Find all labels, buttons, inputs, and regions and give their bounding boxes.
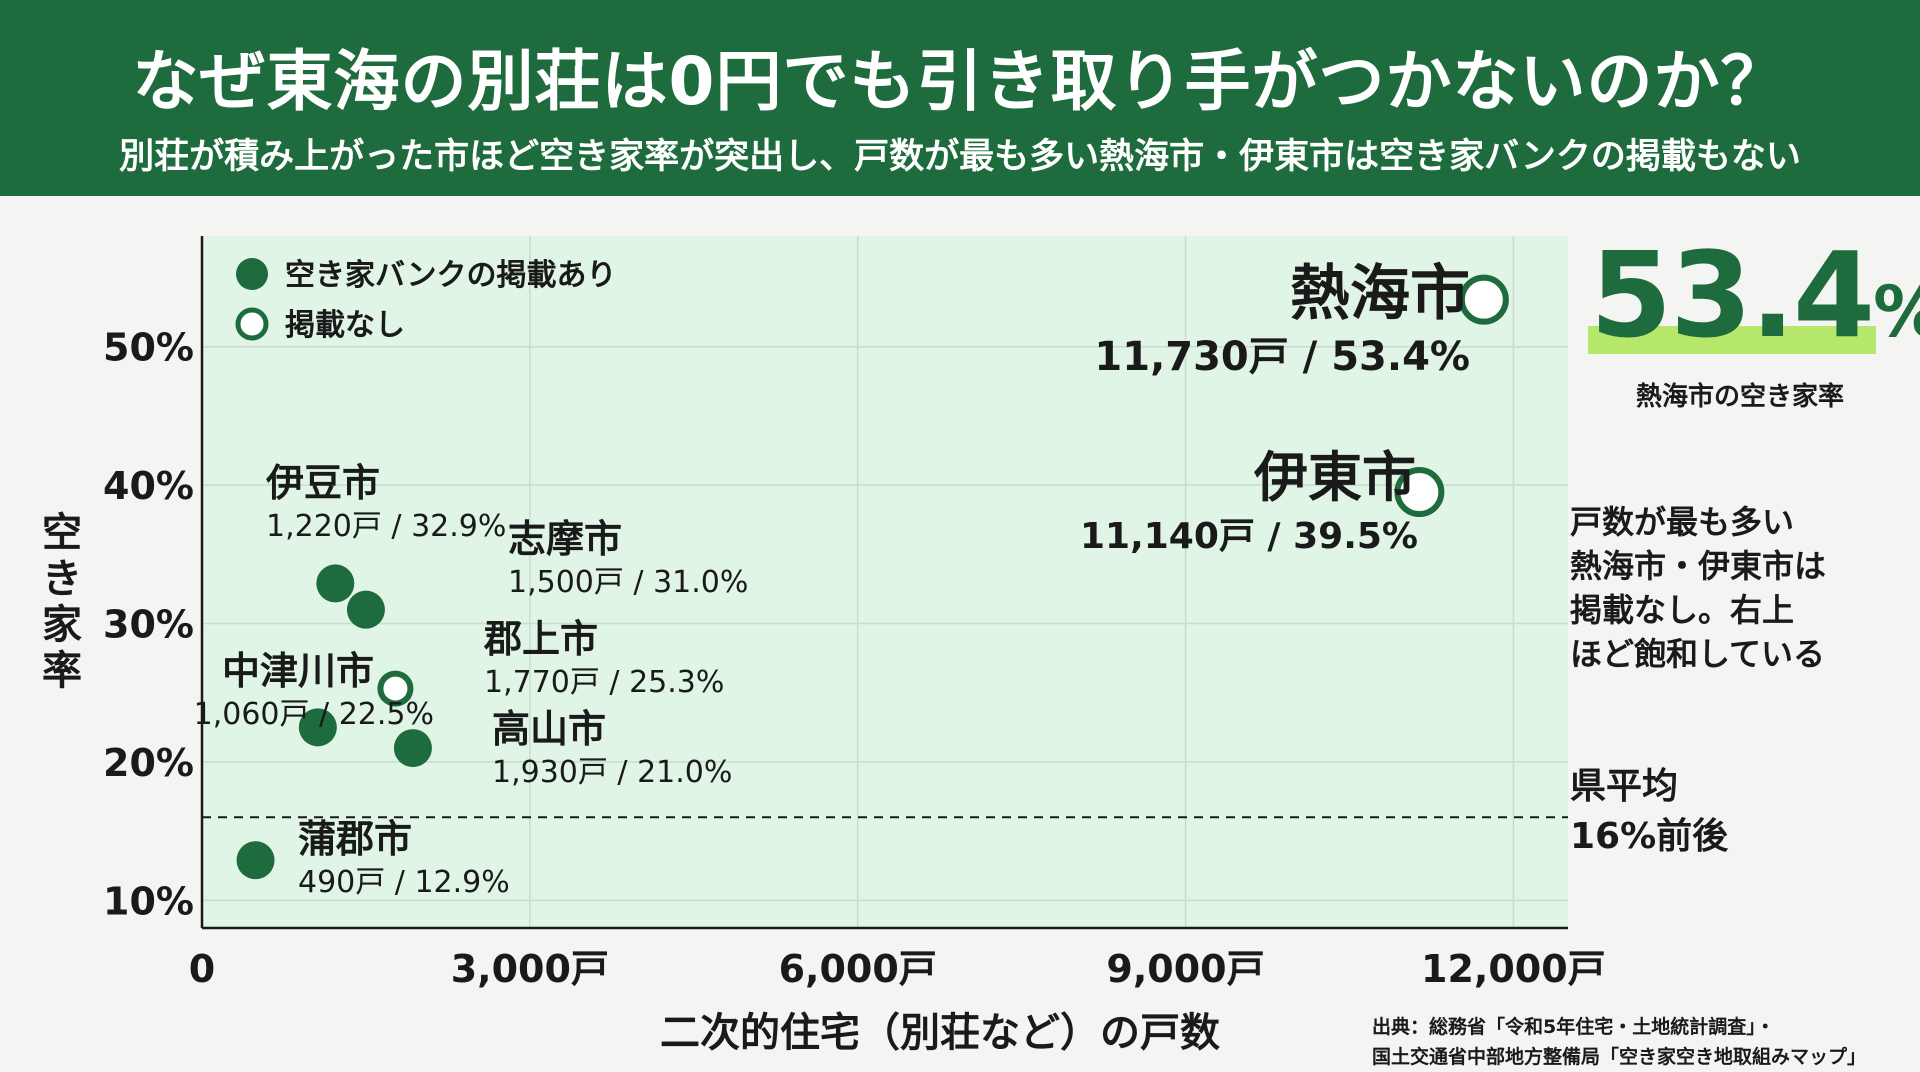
y-tick-label: 20% xyxy=(103,741,194,785)
point-value-label: 1,930戸 / 21.0% xyxy=(492,755,732,790)
page-title: なぜ東海の別荘は0円でも引き取り手がつかないのか？ xyxy=(132,43,1788,120)
data-point xyxy=(1458,274,1509,325)
legend-label: 空き家バンクの掲載あり xyxy=(285,258,617,293)
plot-area xyxy=(202,236,1568,928)
x-tick-label: 12,000戸 xyxy=(1421,947,1606,991)
highlight-stat: 53.4% 熱海市の空き家率 xyxy=(1588,236,1920,413)
point-value-label: 1,770戸 / 25.3% xyxy=(484,665,724,700)
x-tick-label: 0 xyxy=(189,947,215,991)
header-banner: なぜ東海の別荘は0円でも引き取り手がつかないのか？ 別荘が積み上がった市ほど空き… xyxy=(0,0,1920,196)
legend-marker-hollow xyxy=(235,307,269,341)
x-tick-label: 6,000戸 xyxy=(779,947,937,991)
y-tick-label: 40% xyxy=(103,464,194,508)
data-point xyxy=(316,564,355,603)
highlight-caption: 熱海市の空き家率 xyxy=(1635,382,1844,412)
note-line-3: 掲載なし。右上 xyxy=(1570,591,1795,629)
x-tick-label: 9,000戸 xyxy=(1106,947,1264,991)
point-name-label: 郡上市 xyxy=(483,617,598,661)
annotation-note: 戸数が最も多い 熱海市・伊東市は 掲載なし。右上 ほど飽和している xyxy=(1570,500,1910,676)
page-subtitle: 別荘が積み上がった市ほど空き家率が突出し、戸数が最も多い熱海市・伊東市は空き家バ… xyxy=(119,137,1801,177)
point-name-label: 伊東市 xyxy=(1253,446,1416,509)
point-name-label: 熱海市 xyxy=(1290,259,1470,329)
point-name-label: 蒲郡市 xyxy=(298,817,412,861)
source-note: 出典：総務省「令和5年住宅・土地統計調査」・ 国土交通省中部地方整備局「空き家空… xyxy=(1372,1012,1866,1072)
highlight-unit: % xyxy=(1873,271,1920,353)
highlight-number: 53.4% xyxy=(1590,236,1920,354)
y-tick-label: 10% xyxy=(103,879,194,923)
point-value-label: 490戸 / 12.9% xyxy=(298,865,510,900)
point-value-label: 1,060戸 / 22.5% xyxy=(194,697,434,732)
source-line-2: 国土交通省中部地方整備局「空き家空き地取組みマップ」 xyxy=(1372,1046,1867,1068)
point-value-label: 1,220戸 / 32.9% xyxy=(266,509,506,544)
data-point xyxy=(1394,467,1445,518)
y-tick-label: 30% xyxy=(103,603,194,647)
data-point xyxy=(377,670,414,707)
reference-label-line-1: 県平均 xyxy=(1570,766,1679,807)
legend-marker-filled xyxy=(236,258,268,290)
highlight-value: 53.4 xyxy=(1590,226,1875,364)
data-point xyxy=(298,708,337,747)
reference-label-line-2: 16%前後 xyxy=(1570,816,1729,857)
x-tick-label: 3,000戸 xyxy=(451,947,609,991)
point-name-label: 中津川市 xyxy=(222,649,374,693)
point-value-label: 11,730戸 / 53.4% xyxy=(1094,334,1470,380)
legend-label: 掲載なし xyxy=(285,308,405,343)
point-value-label: 1,500戸 / 31.0% xyxy=(508,565,748,600)
source-line-1: 出典：総務省「令和5年住宅・土地統計調査」・ xyxy=(1372,1016,1775,1038)
point-name-label: 志摩市 xyxy=(508,517,622,561)
highlight-underline xyxy=(1588,326,1876,354)
point-name-label: 伊豆市 xyxy=(265,461,380,505)
y-tick-label: 50% xyxy=(103,326,194,370)
y-axis-label: 空き家率 xyxy=(42,510,82,694)
data-point xyxy=(236,841,275,880)
note-line-4: ほど飽和している xyxy=(1570,635,1826,673)
note-line-2: 熱海市・伊東市は xyxy=(1570,547,1827,585)
x-axis-label: 二次的住宅（別荘など）の戸数 xyxy=(660,1010,1220,1056)
reference-line-label: 県平均 16%前後 xyxy=(1570,762,1728,862)
note-line-1: 戸数が最も多い xyxy=(1570,503,1795,541)
point-value-label: 11,140戸 / 39.5% xyxy=(1080,516,1418,557)
data-point xyxy=(393,729,432,768)
data-point xyxy=(346,590,385,629)
point-name-label: 高山市 xyxy=(492,707,606,751)
